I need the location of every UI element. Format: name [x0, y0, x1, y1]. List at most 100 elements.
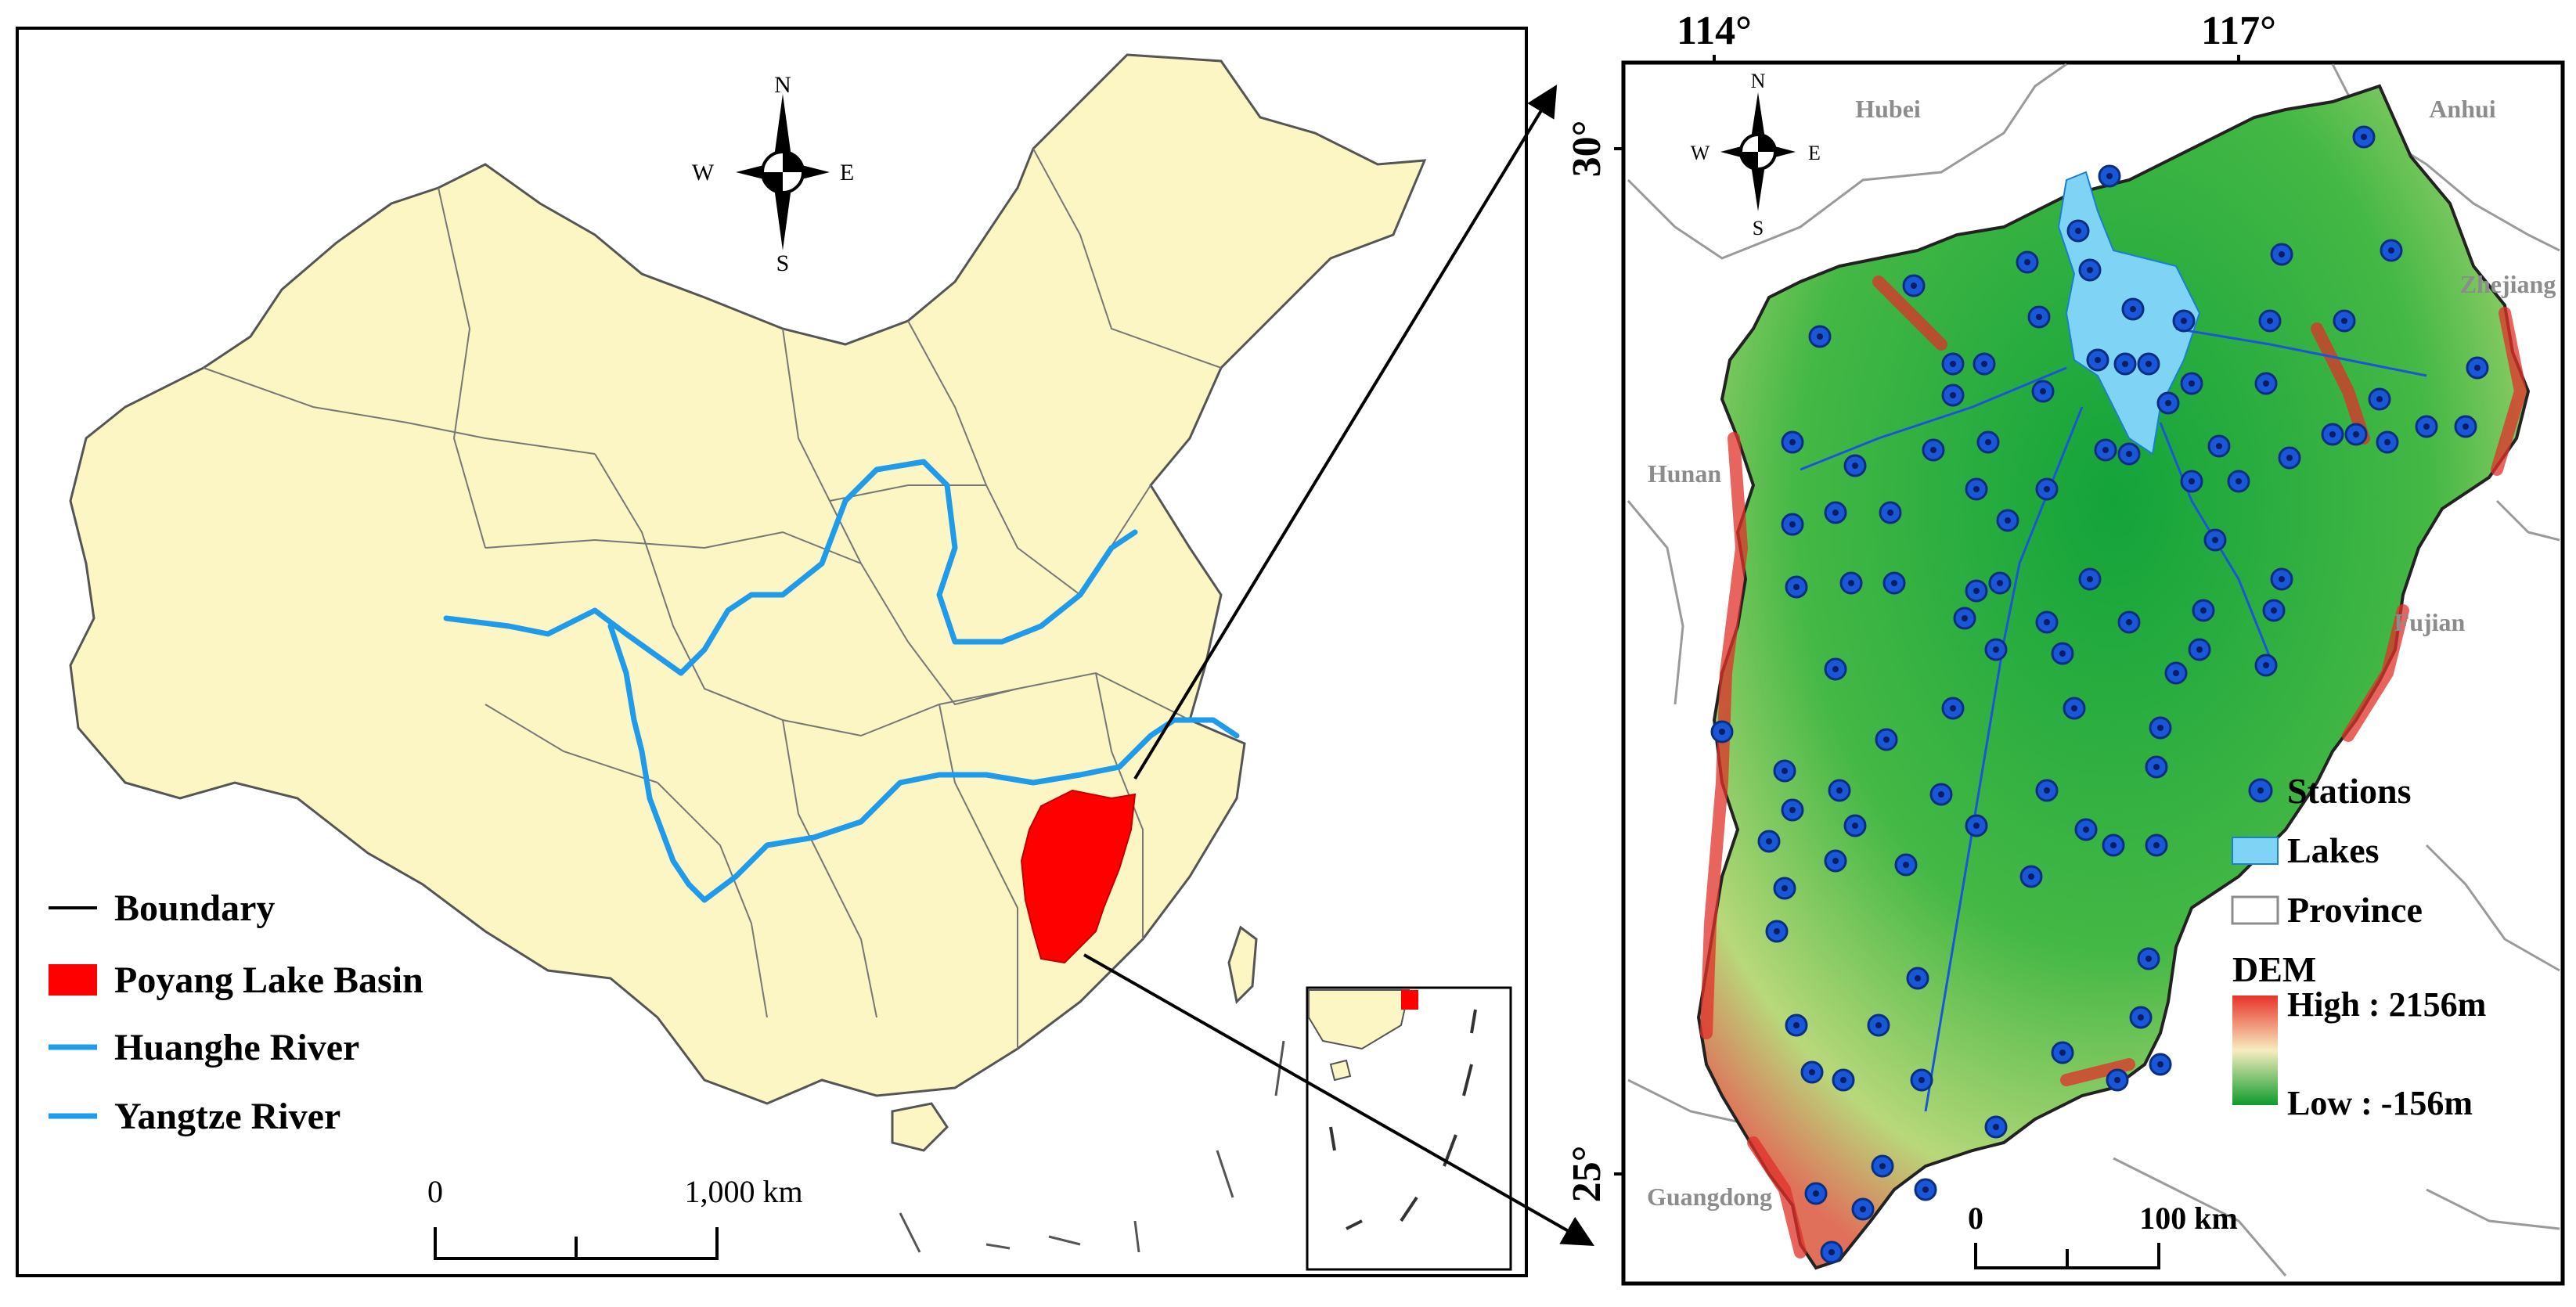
station-marker: [2180, 372, 2203, 395]
legend-lakes-label: Lakes: [2287, 830, 2380, 870]
legend-basin-symbol: [49, 964, 97, 996]
station-marker: [2063, 697, 2086, 720]
lat-label-30: 30°: [1565, 121, 1609, 178]
taiwan-island: [1227, 925, 1258, 1005]
station-marker: [1843, 454, 1867, 477]
huanghe-river-line: [443, 459, 1138, 676]
station-marker: [1757, 830, 1781, 853]
station-marker: [2333, 309, 2356, 333]
china-compass-n: N: [774, 72, 791, 98]
station-marker: [1910, 1068, 1933, 1092]
legend-dem-title: DEM: [2232, 949, 2316, 989]
station-marker: [2051, 1041, 2074, 1064]
station-marker: [1773, 877, 1796, 900]
station-marker: [2164, 661, 2188, 685]
legend-station-symbol-core: [2257, 787, 2264, 794]
station-marker: [2027, 305, 2051, 329]
china-legend: Boundary Poyang Lake Basin Huanghe River…: [49, 888, 423, 1137]
station-marker: [2254, 654, 2278, 677]
station-marker: [1965, 477, 1988, 501]
station-marker: [1832, 1068, 1855, 1092]
station-marker: [1804, 1182, 1828, 1205]
station-marker: [1882, 571, 1906, 595]
station-marker: [1906, 967, 1929, 990]
station-marker: [1867, 1014, 1890, 1037]
basin-scale-zero: 0: [1968, 1201, 1983, 1236]
province-label-anhui: Anhui: [2429, 95, 2496, 123]
station-marker: [1902, 274, 1926, 297]
station-marker: [2113, 352, 2137, 376]
basin-compass-rose: [1720, 92, 1796, 211]
station-marker: [2192, 599, 2215, 622]
station-marker: [1996, 509, 2019, 532]
station-marker: [2078, 258, 2102, 282]
station-marker: [1828, 779, 1851, 802]
station-marker: [2368, 387, 2391, 411]
station-marker: [1785, 575, 1808, 599]
station-marker: [1824, 657, 1847, 681]
station-marker: [1843, 814, 1867, 837]
station-marker: [1988, 571, 2012, 595]
station-marker: [1894, 853, 1918, 877]
station-marker: [2172, 309, 2196, 333]
station-marker: [2106, 1068, 2129, 1092]
station-marker: [2188, 638, 2211, 661]
station-marker: [2466, 356, 2489, 380]
province-label-hubei: Hubei: [1855, 95, 1921, 123]
station-marker: [1800, 1060, 1824, 1084]
station-marker: [2203, 528, 2227, 552]
station-marker: [2180, 470, 2203, 493]
station-marker: [1941, 352, 1965, 376]
station-marker: [2102, 834, 2125, 857]
station-marker: [2149, 716, 2172, 740]
province-label-guangdong: Guangdong: [1647, 1183, 1772, 1211]
station-marker: [1808, 325, 1832, 348]
station-marker: [2066, 219, 2090, 243]
station-marker: [2352, 125, 2376, 149]
station-marker: [1976, 430, 2000, 454]
station-marker: [2137, 947, 2160, 970]
rivers: [443, 459, 1240, 903]
station-marker: [1875, 728, 1898, 751]
china-compass-w: W: [692, 160, 715, 185]
basin-scale-max: 100 km: [2139, 1201, 2238, 1236]
station-marker: [1941, 697, 1965, 720]
legend-province-label: Province: [2287, 890, 2423, 930]
station-marker: [2454, 415, 2477, 438]
offshore-islands: [899, 1040, 1285, 1253]
station-marker: [2051, 642, 2074, 665]
station-marker: [2031, 380, 2055, 403]
station-marker: [2270, 243, 2293, 266]
station-marker: [2415, 415, 2438, 438]
station-marker: [2094, 438, 2117, 462]
station-marker: [2207, 434, 2231, 458]
station-marker: [2376, 430, 2399, 454]
province-label-hunan: Hunan: [1648, 459, 1721, 488]
china-compass-s: S: [776, 250, 790, 276]
lat-label-25: 25°: [1565, 1146, 1609, 1203]
station-marker: [2117, 442, 2141, 466]
station-marker: [2121, 297, 2145, 321]
station-marker: [2262, 599, 2286, 622]
station-marker: [2156, 391, 2180, 415]
province-boundaries: [203, 148, 1222, 1049]
basin-compass-e: E: [1808, 142, 1821, 164]
station-marker: [2145, 834, 2168, 857]
connector-arrow-bottom: [1083, 953, 1594, 1246]
station-marker: [2035, 477, 2059, 501]
china-map-panel: N S E W Boundary Poyang Lake Basin Huang…: [16, 27, 1528, 1277]
station-marker: [1781, 513, 1804, 536]
legend-yangtze-label: Yangtze River: [114, 1096, 340, 1137]
station-marker: [1839, 571, 1863, 595]
lon-label-114: 114°: [1677, 9, 1752, 53]
station-marker: [1973, 352, 1996, 376]
station-marker: [2254, 372, 2278, 395]
china-scale-bar: [434, 1227, 719, 1260]
station-marker: [2129, 1006, 2153, 1029]
basin-compass-s: S: [1753, 217, 1764, 239]
legend-dem-high: High : 2156m: [2287, 985, 2486, 1024]
basin-scale-bar: [1974, 1243, 2160, 1269]
basin-map-panel: N S E W Hubei Anhui Zhejiang Hunan Fujia…: [1565, 9, 2565, 1286]
station-marker: [1820, 1240, 1843, 1264]
legend-stations-label: Stations: [2287, 771, 2411, 811]
